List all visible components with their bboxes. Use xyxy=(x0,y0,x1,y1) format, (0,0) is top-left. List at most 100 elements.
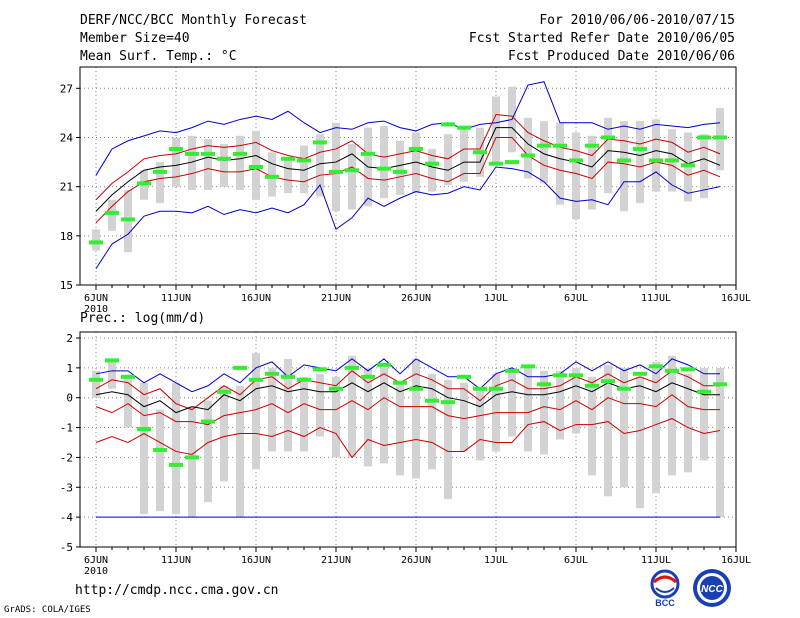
prec-range-box xyxy=(236,385,244,518)
prec-p90-line xyxy=(95,370,720,411)
forecast-produced-date: Fcst Produced Date 2010/06/06 xyxy=(508,49,735,64)
temp-frame xyxy=(79,66,737,286)
temp-observed-marker xyxy=(585,143,599,148)
temp-observed-marker xyxy=(601,135,615,140)
temp-range-box xyxy=(444,134,452,186)
bcc-logo: BCC xyxy=(650,569,680,608)
prec-range-box xyxy=(396,382,404,476)
prec-observed-marker xyxy=(185,455,199,460)
temp-range-box xyxy=(172,137,180,187)
prec-observed-marker xyxy=(105,358,119,363)
prec-frame xyxy=(79,331,737,548)
prec-observed-marker xyxy=(553,373,567,378)
prec-observed-marker xyxy=(649,364,663,369)
prec-range-box xyxy=(620,367,628,488)
temp-x-tick-label: 16JUN xyxy=(241,293,271,304)
prec-observed-marker xyxy=(617,386,631,391)
prec-range-box xyxy=(332,376,340,458)
temp-observed-marker xyxy=(153,169,167,174)
temp-y-tick-label: 15 xyxy=(60,279,73,292)
prec-observed-marker xyxy=(665,368,679,373)
prec-range-box xyxy=(140,382,148,515)
prec-observed-marker xyxy=(473,386,487,391)
temp-observed-marker xyxy=(313,140,327,145)
temp-observed-marker xyxy=(361,151,375,156)
prec-range-box xyxy=(172,382,180,515)
temp-min-line xyxy=(95,166,721,269)
temp-observed-marker xyxy=(697,135,711,140)
prec-observed-marker xyxy=(233,365,247,370)
temp-y-tick-label: 27 xyxy=(60,82,73,95)
prec-x-tick-label: 11JUL xyxy=(641,555,671,566)
temp-range-box xyxy=(588,135,596,210)
prec-range-box xyxy=(444,379,452,500)
prec-observed-marker xyxy=(425,398,439,403)
prec-observed-marker xyxy=(265,371,279,376)
temp-x-tick-label: 26JUN xyxy=(401,293,431,304)
temp-range-box xyxy=(332,122,340,212)
temp-observed-marker xyxy=(297,158,311,163)
prec-range-box xyxy=(636,376,644,509)
prec-observed-marker xyxy=(441,400,455,405)
temp-observed-marker xyxy=(121,217,135,222)
temp-range-box xyxy=(92,229,100,251)
temp-range-box xyxy=(700,134,708,199)
prec-observed-marker xyxy=(585,383,599,388)
temp-mean-line xyxy=(95,127,721,212)
prec-range-box xyxy=(716,367,724,518)
prec-range-box xyxy=(252,352,260,470)
source-url[interactable]: http://cmdp.ncc.cma.gov.cn xyxy=(75,583,279,598)
temp-range-box xyxy=(268,152,276,197)
temp-x-year-label: 2010 xyxy=(84,304,108,315)
temp-observed-marker xyxy=(489,161,503,166)
prec-observed-marker xyxy=(681,367,695,372)
prec-x-tick-label: 6JUL xyxy=(564,555,588,566)
prec-observed-marker xyxy=(601,379,615,384)
prec-range-box xyxy=(684,373,692,473)
prec-observed-marker xyxy=(329,386,343,391)
prec-y-tick-label: 0 xyxy=(66,392,73,405)
prec-observed-marker xyxy=(137,427,151,432)
prec-range-box xyxy=(700,367,708,461)
temp-range-box xyxy=(220,144,228,187)
prec-range-box xyxy=(428,373,436,470)
temp-range-box xyxy=(620,121,628,212)
temp-range-box xyxy=(604,117,612,194)
temp-range-box xyxy=(492,96,500,163)
temp-observed-marker xyxy=(105,210,119,215)
temp-max-line xyxy=(95,81,721,176)
prec-observed-marker xyxy=(361,374,375,379)
bcc-logo-text: BCC xyxy=(655,598,675,608)
temp-observed-marker xyxy=(553,143,567,148)
prec-observed-marker xyxy=(345,365,359,370)
prec-range-box xyxy=(300,376,308,452)
temp-y-tick-label: 18 xyxy=(60,230,73,243)
prec-range-box xyxy=(220,385,228,482)
prec-p10-line xyxy=(95,394,720,426)
prec-observed-marker xyxy=(169,462,183,467)
temp-observed-marker xyxy=(617,158,631,163)
prec-range-box xyxy=(476,388,484,461)
prec-observed-marker xyxy=(537,382,551,387)
temp-observed-marker xyxy=(681,163,695,168)
temp-x-tick-label: 11JUL xyxy=(641,293,671,304)
temperature-variable-label: Mean Surf. Temp.: °C xyxy=(80,49,237,64)
temp-range-box xyxy=(636,121,644,204)
temp-p90-line xyxy=(95,114,721,201)
temp-observed-marker xyxy=(345,168,359,173)
prec-y-tick-label: -1 xyxy=(60,422,73,435)
temp-observed-marker xyxy=(649,158,663,163)
prec-range-box xyxy=(460,382,468,452)
temp-observed-marker xyxy=(569,158,583,163)
temp-range-box xyxy=(540,121,548,184)
prec-y-tick-label: -3 xyxy=(60,481,73,494)
prec-range-box xyxy=(412,358,420,479)
ncc-logo-text: NCC xyxy=(701,584,723,595)
prec-observed-marker xyxy=(121,374,135,379)
temp-observed-marker xyxy=(457,125,471,130)
prec-range-box xyxy=(348,355,356,458)
temp-range-box xyxy=(316,134,324,197)
temp-observed-marker xyxy=(665,158,679,163)
temp-range-box xyxy=(556,122,564,205)
temp-x-tick-label: 1JUL xyxy=(484,293,508,304)
